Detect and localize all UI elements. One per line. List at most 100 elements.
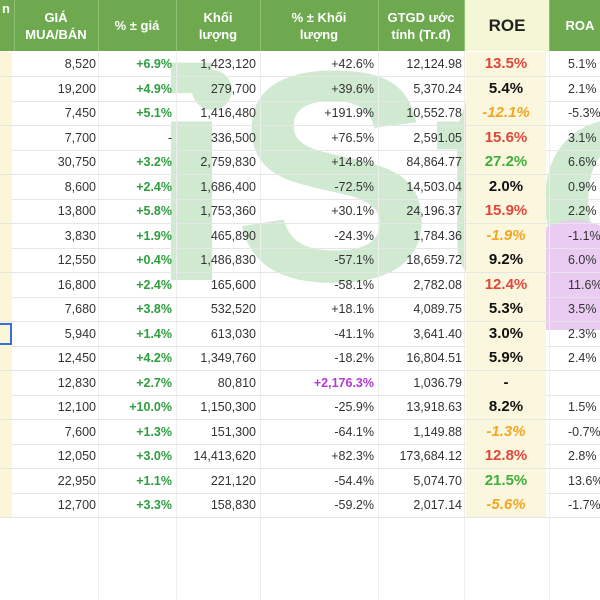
volume-cell[interactable]: 2,759,830	[200, 155, 256, 169]
row-name-cell[interactable]	[0, 101, 12, 125]
table-row[interactable]: 12,700 +3.3% 158,830 -59.2% 2,017.14 -5.6% -1.…	[0, 493, 600, 518]
row-name-cell[interactable]	[0, 468, 12, 493]
gtgd-cell[interactable]: 12,124.98	[406, 57, 462, 71]
roe-cell[interactable]: 9.2%	[466, 248, 546, 272]
row-name-cell[interactable]	[0, 248, 12, 272]
volume-change-cell[interactable]: +76.5%	[331, 130, 374, 145]
row-name-cell[interactable]	[0, 444, 12, 468]
gtgd-cell[interactable]: 1,149.88	[413, 424, 462, 439]
gtgd-cell[interactable]: 10,552.78	[406, 106, 462, 120]
roa-cell[interactable]: 2.1%	[568, 81, 597, 96]
table-row[interactable]: 8,600 +2.4% 1,686,400 -72.5% 14,503.04 2.0% 0.…	[0, 174, 600, 200]
roe-cell[interactable]: 13.5%	[466, 52, 546, 76]
table-row[interactable]: 12,050 +3.0% 14,413,620 +82.3% 173,684.12 12.…	[0, 444, 600, 469]
volume-change-cell[interactable]: -64.1%	[334, 424, 374, 439]
table-row[interactable]: 5,940 +1.4% 613,030 -41.1% 3,641.40 3.0% 2.3%	[0, 321, 600, 347]
volume-change-cell[interactable]: -25.9%	[334, 400, 374, 414]
price-change-cell[interactable]: +3.3%	[136, 498, 172, 512]
table-row[interactable]: 7,450 +5.1% 1,416,480 +191.9% 10,552.78 -12.1…	[0, 101, 600, 126]
price-cell[interactable]: 7,700	[64, 130, 96, 145]
volume-cell[interactable]: 1,416,480	[200, 106, 256, 120]
volume-change-cell[interactable]: -41.1%	[334, 326, 374, 341]
volume-cell[interactable]: 336,500	[210, 130, 256, 145]
volume-cell[interactable]: 221,120	[210, 473, 256, 488]
volume-cell[interactable]: 158,830	[210, 498, 256, 512]
row-name-cell[interactable]	[0, 395, 12, 419]
volume-cell[interactable]: 279,700	[210, 81, 256, 96]
gtgd-cell[interactable]: 2,782.08	[413, 277, 462, 292]
price-change-cell[interactable]: +4.2%	[136, 351, 172, 365]
table-row[interactable]: 16,800 +2.4% 165,600 -58.1% 2,782.08 12.4% 11.…	[0, 272, 600, 298]
gtgd-cell[interactable]: 5,074.70	[413, 473, 462, 488]
row-name-cell[interactable]	[0, 125, 12, 150]
table-row[interactable]: 19,200 +4.9% 279,700 +39.6% 5,370.24 5.4% 2.1%	[0, 76, 600, 102]
table-row[interactable]: 7,680 +3.8% 532,520 +18.1% 4,089.75 5.3% 3.5%	[0, 297, 600, 322]
row-name-cell[interactable]	[0, 321, 12, 346]
row-name-cell[interactable]	[0, 493, 12, 517]
price-change-cell[interactable]: +5.8%	[136, 204, 172, 218]
price-change-cell[interactable]: +2.4%	[136, 179, 172, 194]
gtgd-cell[interactable]: 24,196.37	[406, 204, 462, 218]
header-name-fragment[interactable]: n	[2, 1, 10, 16]
roa-cell[interactable]: 6.0%	[568, 253, 597, 267]
price-change-cell[interactable]: +1.3%	[136, 424, 172, 439]
row-name-cell[interactable]	[0, 272, 12, 297]
gtgd-cell[interactable]: 4,089.75	[413, 302, 462, 316]
price-cell[interactable]: 7,450	[64, 106, 96, 120]
price-cell[interactable]: 19,200	[57, 81, 96, 96]
price-change-cell[interactable]: +2.7%	[136, 375, 172, 390]
volume-change-cell[interactable]: +82.3%	[331, 449, 374, 463]
volume-cell[interactable]: 80,810	[217, 375, 256, 390]
roe-cell[interactable]: -1.3%	[466, 419, 546, 444]
row-name-cell[interactable]	[0, 370, 12, 395]
gtgd-cell[interactable]: 13,918.63	[406, 400, 462, 414]
price-change-cell[interactable]: +4.9%	[136, 81, 172, 96]
row-name-cell[interactable]	[0, 297, 12, 321]
price-change-cell[interactable]: +1.9%	[136, 228, 172, 243]
row-name-cell[interactable]	[0, 150, 12, 174]
price-cell[interactable]: 16,800	[57, 277, 96, 292]
header-volume[interactable]: Khối lượng	[198, 9, 238, 42]
price-change-cell[interactable]: +1.4%	[136, 326, 172, 341]
gtgd-cell[interactable]: 2,591.05	[413, 130, 462, 145]
volume-cell[interactable]: 165,600	[210, 277, 256, 292]
roe-cell[interactable]: 5.9%	[466, 346, 546, 370]
roe-cell[interactable]: 5.4%	[466, 76, 546, 101]
table-row[interactable]: 22,950 +1.1% 221,120 -54.4% 5,074.70 21.5% 13.…	[0, 468, 600, 494]
roa-cell[interactable]: 5.1%	[568, 57, 597, 71]
row-name-cell[interactable]	[0, 76, 12, 101]
roa-cell[interactable]: -0.7%	[568, 424, 600, 439]
roa-cell[interactable]: 2.3%	[568, 326, 597, 341]
volume-change-cell[interactable]: +30.1%	[331, 204, 374, 218]
row-name-cell[interactable]	[0, 346, 12, 370]
roa-cell[interactable]: -1.1%	[568, 228, 600, 243]
gtgd-cell[interactable]: 5,370.24	[413, 81, 462, 96]
roa-cell[interactable]: 2.4%	[568, 351, 597, 365]
roe-cell[interactable]: 21.5%	[466, 468, 546, 493]
roe-cell[interactable]: 12.8%	[466, 444, 546, 468]
table-row[interactable]: 8,520 +6.9% 1,423,120 +42.6% 12,124.98 13.5% 5…	[0, 52, 600, 77]
gtgd-cell[interactable]: 18,659.72	[406, 253, 462, 267]
volume-change-cell[interactable]: +18.1%	[331, 302, 374, 316]
table-row[interactable]: 12,550 +0.4% 1,486,830 -57.1% 18,659.72 9.2% 6…	[0, 248, 600, 273]
volume-cell[interactable]: 1,150,300	[200, 400, 256, 414]
volume-change-cell[interactable]: -72.5%	[334, 179, 374, 194]
table-row[interactable]: 30,750 +3.2% 2,759,830 +14.8% 84,864.77 27.2%…	[0, 150, 600, 175]
gtgd-cell[interactable]: 1,036.79	[413, 375, 462, 390]
roa-cell[interactable]: 2.2%	[568, 204, 597, 218]
gtgd-cell[interactable]: 2,017.14	[413, 498, 462, 512]
price-cell[interactable]: 12,830	[57, 375, 96, 390]
volume-cell[interactable]: 14,413,620	[193, 449, 256, 463]
volume-cell[interactable]: 465,890	[210, 228, 256, 243]
header-price[interactable]: GIÁ MUA/BÁN	[25, 9, 87, 42]
volume-change-cell[interactable]: +39.6%	[331, 81, 374, 96]
volume-change-cell[interactable]: +2,176.3%	[313, 375, 374, 390]
roa-cell[interactable]: -5.3%	[568, 106, 600, 120]
roa-cell[interactable]: 3.5%	[568, 302, 597, 316]
roe-cell[interactable]: 5.3%	[466, 297, 546, 321]
row-name-cell[interactable]	[0, 223, 12, 248]
table-row[interactable]: 12,830 +2.7% 80,810 +2,176.3% 1,036.79-	[0, 370, 600, 396]
volume-change-cell[interactable]: -59.2%	[334, 498, 374, 512]
price-cell[interactable]: 8,600	[64, 179, 96, 194]
header-volume-change[interactable]: % ± Khối lượng	[291, 9, 347, 42]
